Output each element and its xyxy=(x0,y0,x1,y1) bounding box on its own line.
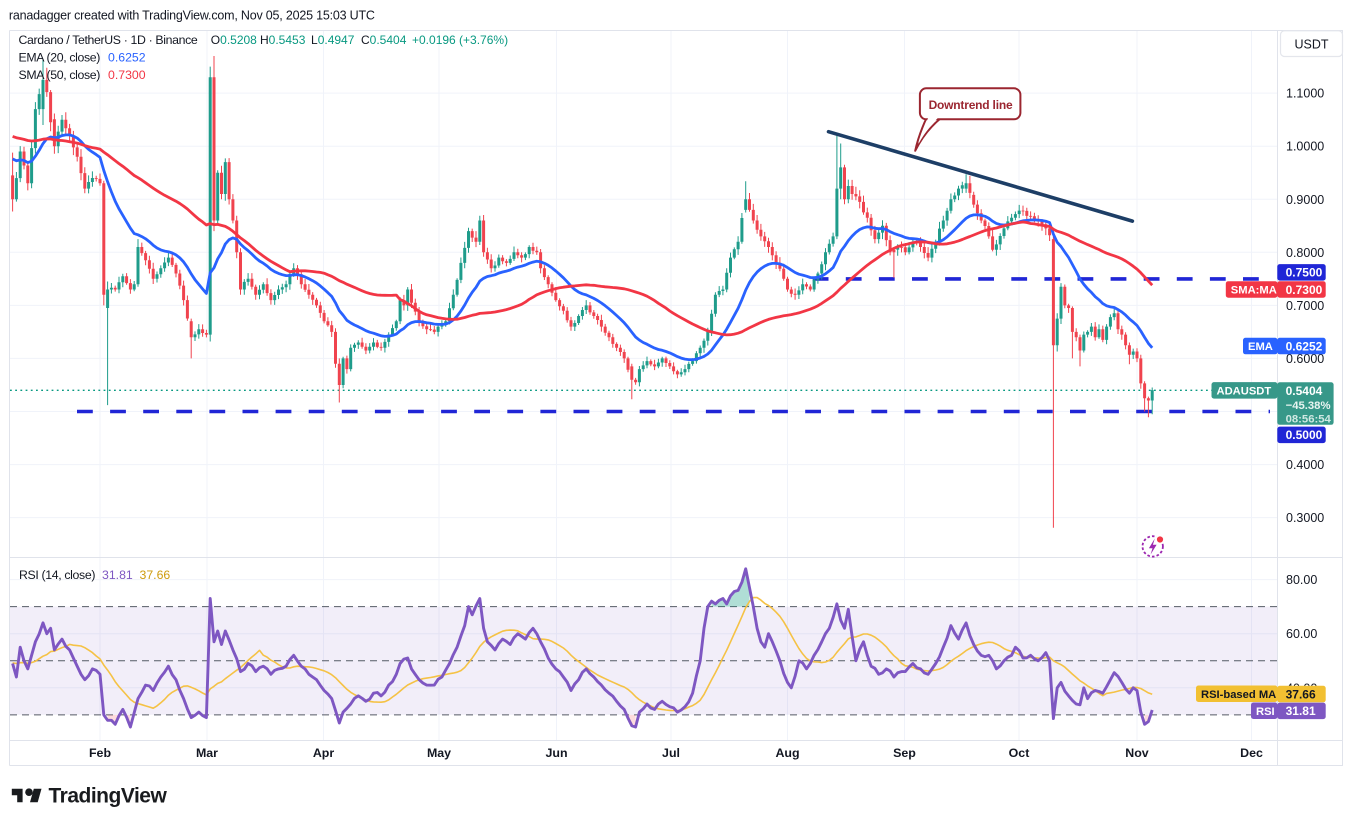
svg-text:EMA (20, close): EMA (20, close) xyxy=(19,51,101,65)
svg-text:Feb: Feb xyxy=(89,746,111,760)
svg-text:0.6252: 0.6252 xyxy=(1286,339,1323,353)
svg-text:1.1000: 1.1000 xyxy=(1286,87,1324,101)
svg-text:RSI-based MA: RSI-based MA xyxy=(1201,689,1276,701)
svg-text:Nov: Nov xyxy=(1125,746,1149,760)
svg-text:0.7000: 0.7000 xyxy=(1286,299,1324,313)
svg-text:Aug: Aug xyxy=(775,746,799,760)
svg-text:0.8000: 0.8000 xyxy=(1286,246,1324,260)
svg-text:Sep: Sep xyxy=(893,746,916,760)
svg-text:ranadagger created with Tradin: ranadagger created with TradingView.com,… xyxy=(9,9,375,23)
svg-text:1.0000: 1.0000 xyxy=(1286,140,1324,154)
svg-text:80.00: 80.00 xyxy=(1286,573,1317,587)
svg-text:0.4000: 0.4000 xyxy=(1286,458,1324,472)
svg-text:60.00: 60.00 xyxy=(1286,627,1317,641)
svg-text:0.7300: 0.7300 xyxy=(1286,283,1323,297)
svg-text:C0.5404: C0.5404 xyxy=(361,33,407,47)
svg-text:Jul: Jul xyxy=(662,746,680,760)
svg-text:May: May xyxy=(427,746,451,760)
svg-text:EMA: EMA xyxy=(1248,341,1273,353)
svg-text:+0.0196 (+3.76%): +0.0196 (+3.76%) xyxy=(412,33,508,47)
svg-text:RSI: RSI xyxy=(1256,706,1275,718)
svg-text:Dec: Dec xyxy=(1240,746,1263,760)
svg-text:−45.38%: −45.38% xyxy=(1286,400,1331,412)
svg-text:Downtrend line: Downtrend line xyxy=(929,98,1013,112)
svg-text:O0.5208: O0.5208 xyxy=(211,33,257,47)
svg-text:Cardano / TetherUS · 1D · Bina: Cardano / TetherUS · 1D · Binance xyxy=(19,33,198,47)
svg-text:Mar: Mar xyxy=(196,746,218,760)
svg-text:0.5404: 0.5404 xyxy=(1286,384,1323,398)
svg-text:37.66: 37.66 xyxy=(140,568,171,582)
svg-text:0.9000: 0.9000 xyxy=(1286,193,1324,207)
svg-text:SMA:MA: SMA:MA xyxy=(1231,285,1277,297)
svg-text:0.7300: 0.7300 xyxy=(108,68,146,82)
svg-text:USDT: USDT xyxy=(1294,38,1328,52)
svg-text:0.5000: 0.5000 xyxy=(1286,428,1323,442)
svg-text:RSI (14, close): RSI (14, close) xyxy=(19,568,95,582)
svg-text:SMA (50, close): SMA (50, close) xyxy=(19,68,101,82)
svg-text:0.3000: 0.3000 xyxy=(1286,511,1324,525)
svg-text:37.66: 37.66 xyxy=(1286,687,1316,701)
svg-text:31.81: 31.81 xyxy=(1286,704,1316,718)
svg-text:H0.5453: H0.5453 xyxy=(260,33,306,47)
svg-text:0.7500: 0.7500 xyxy=(1286,266,1323,280)
svg-text:TradingView: TradingView xyxy=(49,785,168,808)
svg-text:08:56:54: 08:56:54 xyxy=(1286,414,1332,426)
svg-text:0.6000: 0.6000 xyxy=(1286,352,1324,366)
svg-text:Jun: Jun xyxy=(545,746,567,760)
svg-text:0.6252: 0.6252 xyxy=(108,51,146,65)
svg-text:31.81: 31.81 xyxy=(102,568,133,582)
svg-text:L0.4947: L0.4947 xyxy=(311,33,355,47)
svg-text:Apr: Apr xyxy=(313,746,335,760)
svg-text:Oct: Oct xyxy=(1009,746,1030,760)
svg-text:ADAUSDT: ADAUSDT xyxy=(1217,385,1272,397)
